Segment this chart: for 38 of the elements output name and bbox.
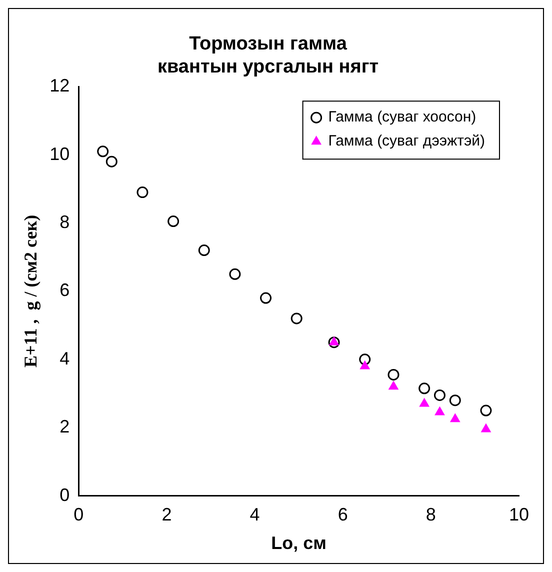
point bbox=[434, 389, 446, 401]
x-tick-label: 4 bbox=[250, 504, 260, 525]
x-tick-label: 0 bbox=[74, 504, 84, 525]
point bbox=[450, 414, 460, 422]
point bbox=[480, 404, 492, 416]
point bbox=[388, 368, 400, 380]
y-tick-label: 8 bbox=[60, 212, 70, 232]
point bbox=[329, 336, 339, 346]
legend-label: Гамма (суваг хоосон) bbox=[328, 108, 476, 126]
point bbox=[418, 382, 430, 394]
point bbox=[449, 394, 461, 406]
point bbox=[360, 360, 370, 370]
y-axis-title: E+11 , g / (см2 сек) bbox=[20, 214, 40, 368]
x-tick-label: 10 bbox=[508, 504, 530, 525]
y-tick-label: 2 bbox=[60, 416, 70, 437]
y-tick-label: 10 bbox=[50, 144, 70, 164]
point bbox=[136, 186, 148, 198]
y-tick-label: 12 bbox=[50, 76, 70, 96]
x-tick-label: 8 bbox=[426, 504, 436, 525]
point bbox=[229, 268, 241, 280]
point bbox=[168, 216, 180, 228]
y-tick-label: 6 bbox=[60, 280, 70, 300]
x-tick-label: 6 bbox=[338, 504, 348, 525]
x-axis-title: Lo, см bbox=[271, 533, 326, 554]
point bbox=[388, 381, 398, 390]
x-tick-label: 2 bbox=[162, 504, 172, 525]
point bbox=[106, 156, 118, 168]
chart-title: Тормозын гамма квантын урсгалын нягт bbox=[157, 34, 379, 78]
legend-label: Гамма (суваг дээжтэй) bbox=[328, 132, 486, 150]
y-tick-label: 0 bbox=[60, 484, 70, 505]
point bbox=[97, 146, 109, 158]
point bbox=[434, 406, 445, 416]
point bbox=[481, 424, 491, 432]
point bbox=[290, 312, 302, 324]
point bbox=[419, 398, 430, 407]
point bbox=[198, 244, 210, 256]
point bbox=[260, 292, 272, 304]
y-tick-label: 4 bbox=[60, 348, 70, 368]
